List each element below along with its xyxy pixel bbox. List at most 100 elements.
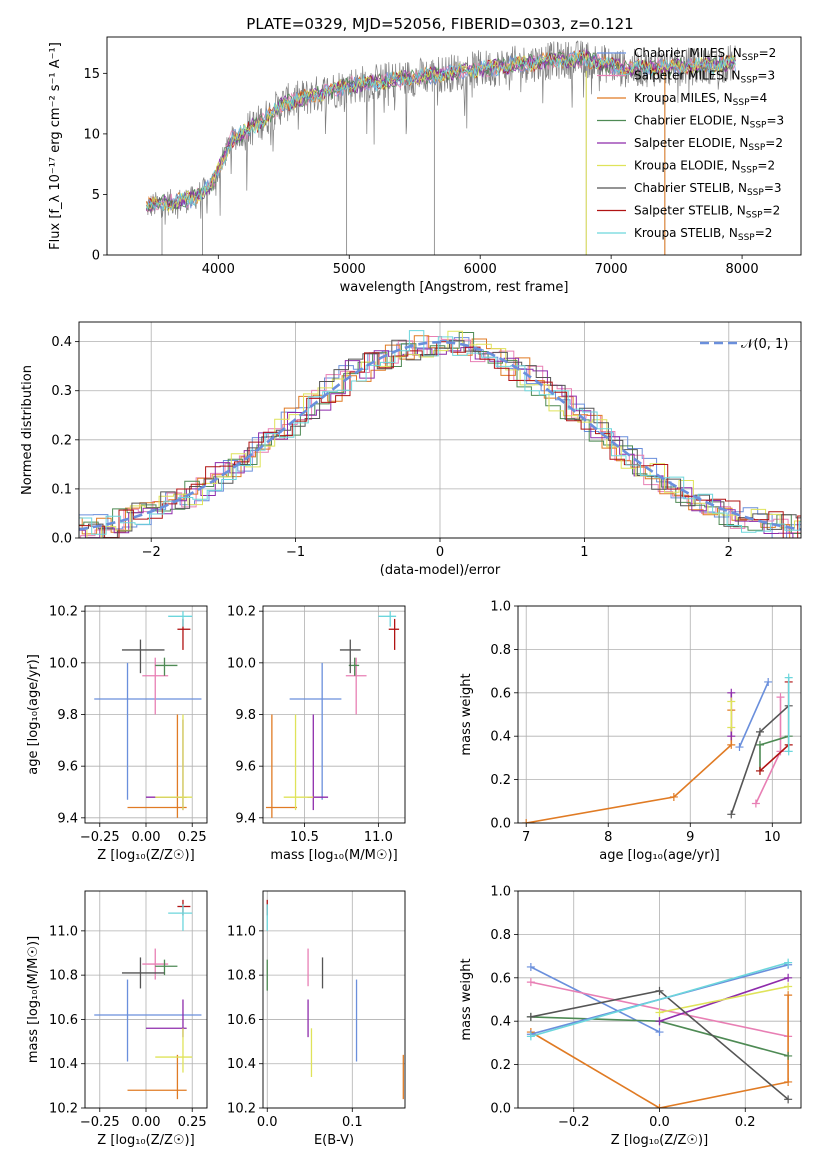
axes-mass_vs_ebv: 0.0 0.1 10.2 10.4 10.6 10.8 11.0 E(B-V) (227, 891, 405, 1148)
y-tick-label: 10.2 (49, 1102, 78, 1117)
y-tick-label: 10.4 (49, 1057, 78, 1072)
series-marker (751, 799, 760, 808)
axes-frame (106, 36, 802, 256)
y-tick-label: 10.6 (227, 1013, 256, 1028)
series-line-kroupa_miles (526, 710, 733, 823)
x-tick-label: 7 (522, 830, 530, 845)
x-axis-label: wavelength [Angstrom, rest frame] (340, 280, 569, 295)
series-marker (526, 962, 535, 971)
y-tick-label: 0.4 (490, 1015, 511, 1030)
y-tick-label: 15 (83, 67, 100, 82)
series-marker (755, 766, 764, 775)
series-line-chabrier_miles (530, 966, 660, 1033)
x-tick-label: 0.25 (178, 1115, 207, 1130)
legend-label-suffix: =2 (755, 226, 773, 240)
axes-frame (262, 890, 406, 1109)
x-tick-label: 7000 (595, 262, 628, 277)
x-tick-label: 8 (604, 830, 612, 845)
y-tick-label: 0.6 (490, 971, 511, 986)
y-tick-label: 10.2 (49, 605, 78, 620)
y-axis-label: Flux [f_λ 10⁻¹⁷ erg cm⁻² s⁻¹ A⁻¹] (48, 42, 63, 250)
series-marker (727, 740, 736, 749)
y-tick-label: 10.4 (227, 1057, 256, 1072)
x-tick-label: 0.1 (342, 1115, 363, 1130)
legend-label-suffix: =2 (765, 136, 783, 150)
series-marker (784, 1095, 793, 1104)
series-marker (784, 1077, 793, 1086)
axes-mass_weight_vs_age: 7 8 9 10 0.0 0.2 0.4 0.6 0.8 1.0 age [log₁₀(age/yr… (459, 600, 801, 863)
y-axis-label: mass weight (459, 673, 474, 755)
x-axis-label: age [log₁₀(age/yr)] (599, 848, 720, 863)
x-tick-label: 10.5 (290, 830, 319, 845)
y-tick-label: 0.8 (490, 928, 511, 943)
series-marker (784, 982, 793, 991)
y-tick-label: 0.2 (490, 1058, 511, 1073)
series-line-kroupa_stelib (530, 961, 789, 1038)
x-tick-label: 0.0 (257, 1115, 278, 1130)
y-tick-label: 5 (92, 188, 100, 203)
model-spectrum-kroupa_stelib (145, 51, 736, 211)
legend-label: Kroupa ELODIE, NSSP=2 (634, 159, 775, 176)
y-tick-label: 9.6 (57, 760, 78, 775)
legend-label: 𝒩(0, 1) (741, 337, 788, 352)
legend-label-main: Kroupa MILES, N (634, 91, 733, 105)
axes-frame (517, 605, 802, 824)
legend-label-main: Kroupa ELODIE, N (634, 159, 741, 173)
x-tick-label: 4000 (202, 262, 235, 277)
x-tick-label: 1 (580, 545, 588, 560)
legend-label-sub: SSP (741, 166, 758, 176)
y-tick-label: 9.6 (235, 760, 256, 775)
y-axis-label: Normed distribution (20, 365, 35, 495)
series-marker (784, 1051, 793, 1060)
axes-age_vs_mass: 10.5 11.0 9.4 9.6 9.8 10.0 10.2 mass [log₁₀(M/M… (227, 605, 405, 863)
y-tick-label: 0.3 (51, 384, 72, 399)
y-tick-label: 10.2 (227, 1102, 256, 1117)
legend-label-sub: SSP (750, 121, 767, 131)
series-line-kroupa_elodie (659, 985, 789, 1014)
series-marker (655, 1017, 664, 1026)
series-marker (784, 958, 793, 967)
y-tick-label: 0.4 (51, 335, 72, 350)
legend-label: Salpeter ELODIE, NSSP=2 (634, 136, 783, 153)
x-tick-label: −0.25 (80, 1115, 120, 1130)
legend-label-sub: SSP (742, 53, 759, 63)
y-tick-label: 10.6 (49, 1013, 78, 1028)
y-tick-label: 0.0 (51, 532, 72, 547)
series-marker (784, 973, 793, 982)
y-tick-label: 0.2 (51, 433, 72, 448)
x-tick-label: −0.2 (558, 1115, 590, 1130)
histogram-plot (79, 330, 801, 538)
x-tick-label: 5000 (333, 262, 366, 277)
series-marker (784, 673, 793, 682)
series-marker (526, 1032, 535, 1041)
legend-label: Kroupa MILES, NSSP=4 (634, 91, 767, 108)
legend-label-suffix: =2 (757, 159, 775, 173)
model-spectrum-salpeter_elodie (145, 48, 736, 213)
x-axis-label: Z [log₁₀(Z/Z☉)] (611, 1133, 708, 1148)
legend-label-main: Chabrier STELIB, N (634, 181, 747, 195)
x-tick-label: −1 (286, 545, 305, 560)
y-tick-label: 11.0 (227, 924, 256, 939)
series-line-chabrier_miles (738, 681, 769, 748)
y-tick-label: 0.0 (490, 817, 511, 832)
x-tick-label: 10 (764, 830, 781, 845)
x-tick-label: 0.00 (132, 830, 161, 845)
x-tick-label: −0.25 (80, 830, 120, 845)
series-marker (784, 747, 793, 756)
x-tick-label: 9 (686, 830, 694, 845)
y-tick-label: 9.8 (235, 708, 256, 723)
series-marker (727, 732, 736, 741)
line-plot (522, 673, 793, 823)
series-marker (669, 792, 678, 801)
legend-label-suffix: =3 (757, 69, 775, 83)
legend-label: Kroupa STELIB, NSSP=2 (634, 226, 772, 243)
y-tick-label: 10.8 (49, 969, 78, 984)
y-tick-label: 9.4 (235, 811, 256, 826)
y-tick-label: 0.8 (490, 643, 511, 658)
errorbar-plot (265, 611, 400, 818)
axes-frame (262, 605, 406, 824)
legend-label-sub: SSP (748, 143, 765, 153)
line-plot (526, 958, 793, 1108)
